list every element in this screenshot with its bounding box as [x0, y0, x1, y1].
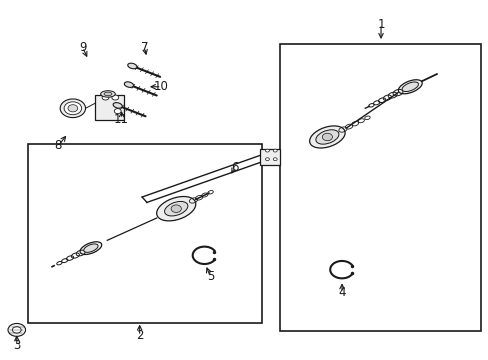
Text: 10: 10 [154, 80, 169, 93]
Ellipse shape [83, 244, 98, 252]
Text: 3: 3 [13, 339, 20, 352]
Text: 4: 4 [338, 287, 345, 300]
Text: 1: 1 [377, 18, 384, 31]
Circle shape [112, 95, 119, 100]
Text: 9: 9 [79, 41, 86, 54]
Text: 5: 5 [206, 270, 214, 283]
Ellipse shape [164, 202, 187, 216]
Circle shape [273, 149, 277, 152]
Circle shape [68, 105, 78, 112]
Ellipse shape [104, 92, 112, 96]
Circle shape [60, 99, 85, 118]
Circle shape [273, 158, 277, 161]
FancyBboxPatch shape [259, 149, 280, 165]
Text: 6: 6 [230, 161, 238, 174]
Ellipse shape [101, 91, 115, 97]
Ellipse shape [315, 130, 338, 144]
Bar [27, 144, 261, 323]
Ellipse shape [113, 103, 122, 108]
Circle shape [114, 109, 121, 114]
Ellipse shape [156, 197, 195, 221]
Text: 11: 11 [114, 113, 129, 126]
Circle shape [12, 327, 21, 333]
Text: 2: 2 [136, 329, 143, 342]
Ellipse shape [322, 133, 332, 141]
Text: 7: 7 [141, 41, 148, 54]
Ellipse shape [80, 242, 102, 255]
Ellipse shape [124, 82, 133, 87]
Text: 8: 8 [55, 139, 62, 152]
Circle shape [102, 95, 109, 100]
Circle shape [64, 102, 81, 115]
Ellipse shape [401, 82, 418, 91]
FancyBboxPatch shape [95, 95, 123, 120]
Ellipse shape [309, 126, 345, 148]
Bar [279, 44, 480, 330]
Circle shape [265, 149, 269, 152]
Ellipse shape [127, 63, 137, 69]
Ellipse shape [398, 80, 421, 94]
Circle shape [265, 158, 269, 161]
Circle shape [8, 323, 25, 336]
Ellipse shape [171, 205, 181, 212]
